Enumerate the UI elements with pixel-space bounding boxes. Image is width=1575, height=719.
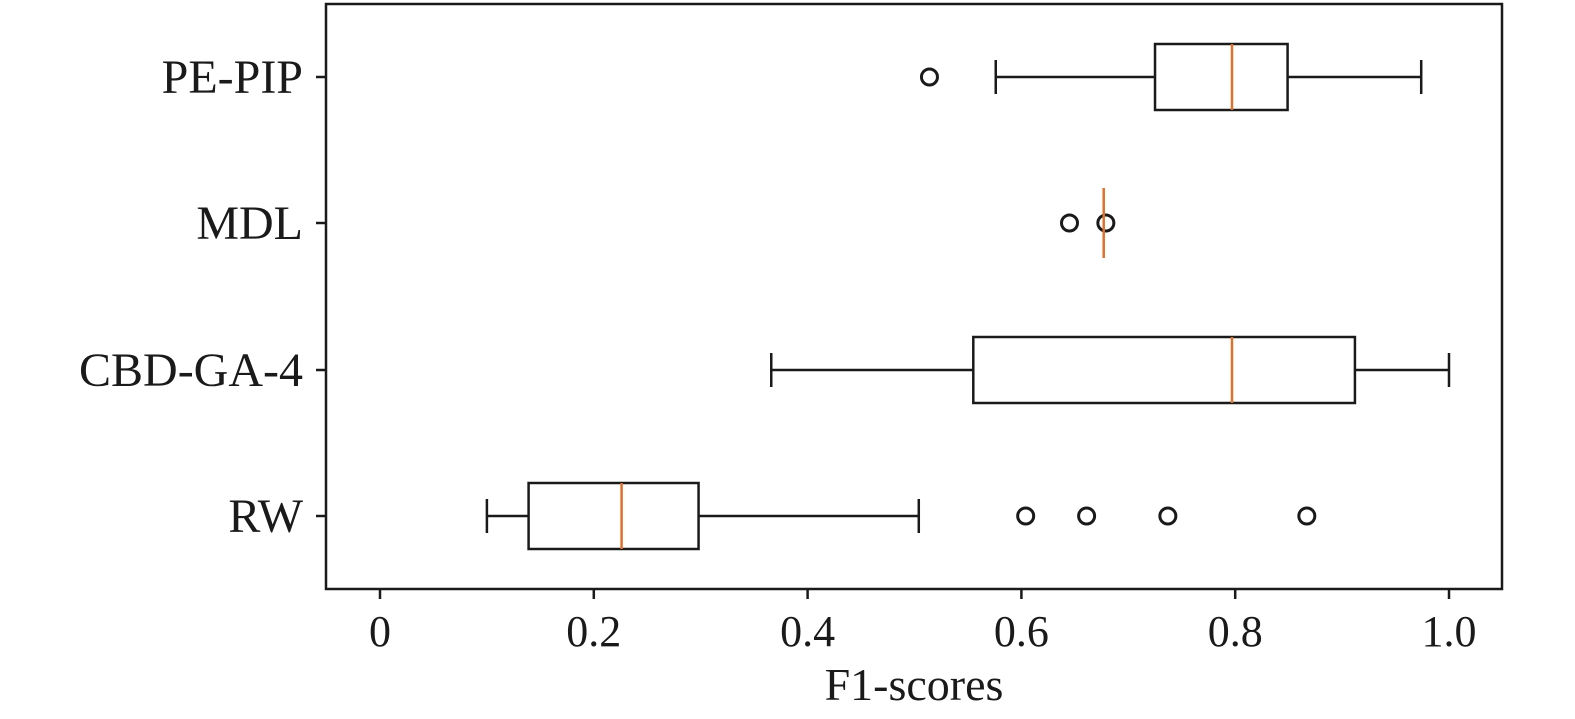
outlier-point bbox=[1297, 506, 1317, 526]
x-tick-label: 0.4 bbox=[780, 607, 835, 656]
x-tick-label: 1.0 bbox=[1422, 607, 1477, 656]
x-axis: 0 0.2 0.4 0.6 0.8 1.0 bbox=[369, 589, 1477, 656]
x-tick-label: 0 bbox=[369, 607, 391, 656]
iqr-box bbox=[527, 481, 700, 551]
y-axis: PE-PIP MDL CBD-GA-4 RW bbox=[79, 51, 326, 543]
outlier-point bbox=[1060, 213, 1080, 233]
outlier-point bbox=[1016, 506, 1036, 526]
plot-frame bbox=[324, 2, 1504, 591]
iqr-box bbox=[1153, 42, 1289, 112]
x-tick-label: 0.6 bbox=[994, 607, 1049, 656]
category-label: CBD-GA-4 bbox=[79, 344, 303, 397]
x-tick-label: 0.2 bbox=[566, 607, 621, 656]
outlier-point bbox=[1158, 506, 1178, 526]
outlier-point bbox=[919, 67, 939, 87]
box-group-pe-pip bbox=[919, 42, 1423, 112]
boxes-layer bbox=[485, 42, 1451, 551]
category-label: PE-PIP bbox=[162, 51, 303, 104]
outlier-point bbox=[1077, 506, 1097, 526]
box-group-rw bbox=[485, 481, 1317, 551]
x-axis-title: F1-scores bbox=[825, 659, 1004, 710]
box-group-mdl bbox=[1060, 188, 1116, 258]
outlier-point bbox=[1096, 213, 1116, 233]
x-tick-label: 0.8 bbox=[1208, 607, 1263, 656]
iqr-box bbox=[972, 335, 1357, 405]
category-label: RW bbox=[228, 490, 303, 543]
box-group-cbd-ga-4 bbox=[770, 335, 1451, 405]
category-label: MDL bbox=[196, 197, 303, 250]
